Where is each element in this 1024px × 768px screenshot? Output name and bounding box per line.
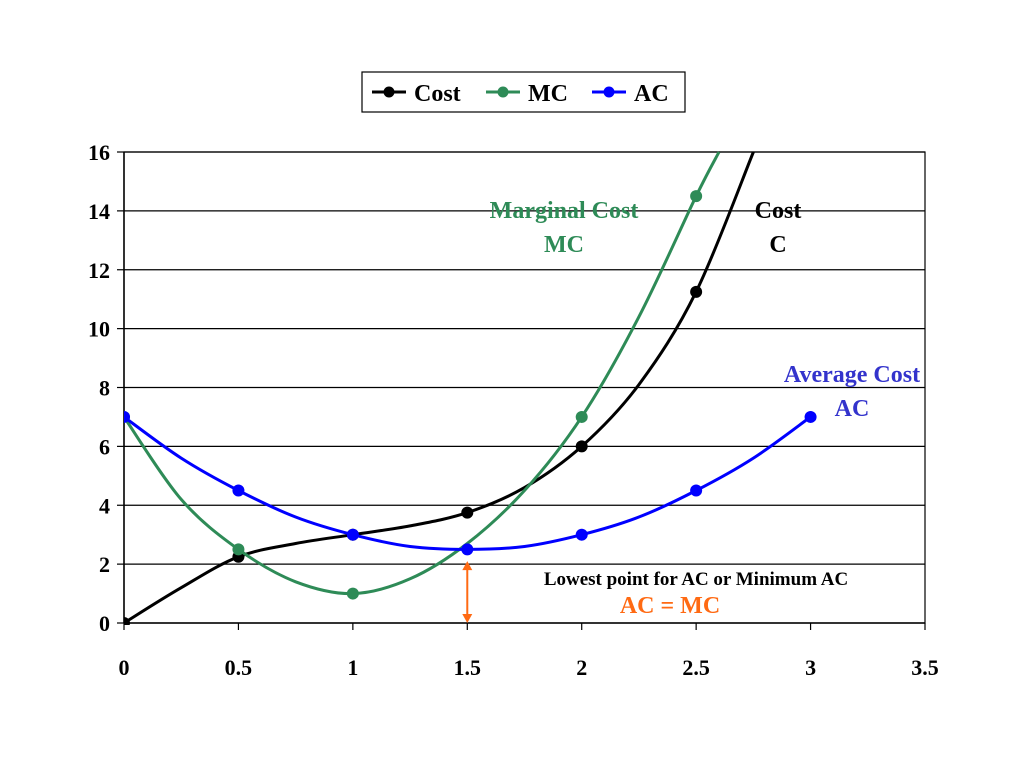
data-point-ac bbox=[690, 484, 703, 497]
series-line-ac bbox=[124, 415, 812, 551]
data-point-ac bbox=[804, 410, 817, 423]
data-point-ac bbox=[346, 528, 359, 541]
data-point-ac bbox=[124, 410, 130, 423]
legend: Cost MC AC bbox=[361, 71, 686, 113]
data-point-cost bbox=[690, 285, 703, 298]
ac-equals-mc-note: AC = MC bbox=[620, 593, 720, 619]
legend-marker-cost bbox=[383, 86, 395, 98]
series-ac bbox=[124, 410, 817, 556]
y-tick-label: 14 bbox=[88, 199, 110, 224]
annotations: Marginal Cost MC Cost C Average Cost AC Lowest… bbox=[462, 198, 920, 623]
mc-annotation-symbol: MC bbox=[544, 232, 584, 258]
y-tick-label: 10 bbox=[88, 317, 110, 342]
legend-label-ac: AC bbox=[634, 81, 669, 107]
min-ac-note: Lowest point for AC or Minimum AC bbox=[544, 569, 848, 590]
legend-label-mc: MC bbox=[528, 81, 568, 107]
ac-annotation-title: Average Cost bbox=[784, 362, 920, 388]
y-tick-label: 2 bbox=[99, 552, 110, 577]
data-point-ac bbox=[461, 543, 474, 556]
mc-annotation-title: Marginal Cost bbox=[490, 198, 639, 224]
x-tick-label: 0.5 bbox=[225, 655, 253, 680]
series-layer bbox=[124, 151, 817, 625]
x-tick-label: 2 bbox=[576, 655, 587, 680]
cost-annotation-title: Cost bbox=[755, 198, 802, 224]
y-tick-label: 8 bbox=[99, 376, 110, 401]
min-arrow-head-down bbox=[462, 614, 473, 623]
y-tick-label: 16 bbox=[88, 140, 110, 165]
ac-annotation-symbol: AC bbox=[835, 396, 870, 422]
x-tick-label: 0 bbox=[119, 655, 130, 680]
data-point-mc bbox=[690, 190, 703, 203]
x-tick-label: 1 bbox=[347, 655, 358, 680]
data-point-ac bbox=[575, 528, 588, 541]
x-tick-label: 3 bbox=[805, 655, 816, 680]
x-tick-label: 2.5 bbox=[682, 655, 710, 680]
data-point-ac bbox=[232, 484, 245, 497]
data-point-mc bbox=[575, 410, 588, 423]
grid bbox=[124, 151, 925, 565]
x-tick-label: 3.5 bbox=[911, 655, 939, 680]
legend-box bbox=[361, 71, 686, 113]
data-point-mc bbox=[346, 587, 359, 600]
data-point-cost bbox=[575, 440, 588, 453]
legend-label-cost: Cost bbox=[414, 81, 461, 107]
legend-marker-ac bbox=[603, 86, 615, 98]
series-line-mc bbox=[124, 151, 721, 596]
y-tick-label: 6 bbox=[99, 434, 110, 459]
series-cost bbox=[124, 151, 755, 625]
axes: 0 2 4 6 8 10 12 14 16 0 0.5 1 1.5 2 2.5 3 3.5 bbox=[88, 140, 939, 680]
data-point-cost bbox=[461, 506, 474, 519]
cost-annotation-symbol: C bbox=[769, 232, 786, 258]
y-tick-label: 4 bbox=[99, 493, 110, 518]
data-point-mc bbox=[232, 543, 245, 556]
min-arrow-head-up bbox=[462, 561, 473, 571]
legend-marker-mc bbox=[497, 86, 509, 98]
x-tick-label: 1.5 bbox=[454, 655, 482, 680]
y-tick-label: 0 bbox=[99, 611, 110, 636]
y-tick-label: 12 bbox=[88, 258, 110, 283]
data-point-cost bbox=[124, 617, 130, 625]
